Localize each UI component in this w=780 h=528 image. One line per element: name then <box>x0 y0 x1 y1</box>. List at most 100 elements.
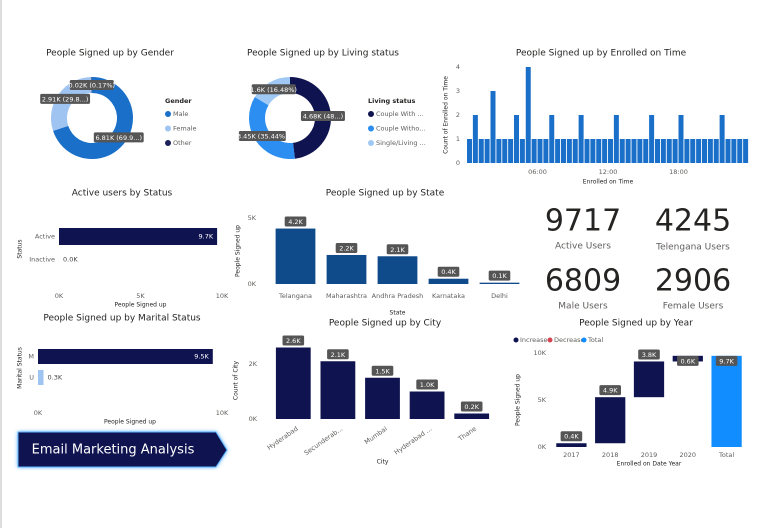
bar <box>275 228 316 284</box>
bar <box>479 282 520 284</box>
data-label: 0.4K <box>564 433 579 441</box>
data-label-box <box>300 111 345 122</box>
bar <box>59 228 218 245</box>
chart-title: People Signed up by City <box>329 319 442 329</box>
x-tick-label: 2017 <box>563 451 580 459</box>
x-tick-label: 10K <box>216 409 229 417</box>
legend-title: Gender <box>165 97 192 105</box>
bar <box>625 139 631 163</box>
data-label: 3.8K <box>642 351 657 359</box>
data-label-box <box>327 349 349 360</box>
bar <box>649 115 655 163</box>
bar <box>543 139 549 163</box>
kpi-value: 9717 <box>545 204 621 239</box>
data-label-box <box>238 130 286 141</box>
data-label: 2.91K (29.8...) <box>42 95 89 103</box>
x-tick-label: Secunderab... <box>303 425 344 457</box>
bar <box>678 115 684 163</box>
data-label-box <box>677 355 699 366</box>
chart-title: People Signed up by Living status <box>247 49 399 59</box>
donut-slice <box>249 97 295 160</box>
data-label-box <box>460 401 483 412</box>
bar <box>519 139 525 163</box>
bar <box>525 67 531 163</box>
kpi-label: Female Users <box>663 302 724 312</box>
bar <box>672 139 678 163</box>
data-label: 2.1K <box>390 246 405 254</box>
x-tick-label: 12:00 <box>599 168 618 176</box>
bar <box>572 139 578 163</box>
data-label: 0.1K <box>492 272 507 280</box>
legend-label: Increase <box>520 336 548 344</box>
data-label-box <box>599 385 621 396</box>
bar <box>472 115 478 163</box>
x-tick-label: Karnataka <box>432 292 465 300</box>
y-tick-label: 0K <box>249 415 258 423</box>
data-label: 2.2K <box>339 244 354 252</box>
x-tick-label: Total <box>718 451 734 459</box>
legend-label: Female <box>173 125 197 133</box>
chart-title: Active users by Status <box>72 189 173 199</box>
y-axis-title: People Signed up <box>515 374 522 426</box>
legend-label: Total <box>587 336 603 344</box>
bar <box>737 139 743 163</box>
bar <box>684 139 690 163</box>
legend-marker <box>581 337 587 343</box>
bar <box>713 139 719 163</box>
y-tick-label: Active <box>35 233 55 241</box>
bar <box>637 139 643 163</box>
y-tick-label: 1 <box>456 135 460 143</box>
bar <box>666 139 672 163</box>
y-axis-title: Count of Enrolled on Time <box>443 76 450 154</box>
legend-marker <box>165 140 171 146</box>
bar <box>38 349 213 364</box>
legend-marker <box>368 125 374 132</box>
bar <box>655 139 660 163</box>
banner <box>17 431 228 468</box>
bar <box>584 139 590 163</box>
data-label-box <box>284 216 307 227</box>
kpi-label: Telengana Users <box>655 243 730 253</box>
data-label-box <box>638 349 660 360</box>
data-label-box <box>93 132 144 143</box>
x-tick-label: Hyderabad <box>266 425 300 452</box>
bar <box>566 139 572 163</box>
y-tick-label: 2K <box>249 360 258 368</box>
data-label: 4.68K (48...) <box>303 113 343 121</box>
legend-label: Male <box>173 110 188 118</box>
chart-title: People Signed up by State <box>326 189 445 199</box>
donut-slice <box>51 77 92 131</box>
data-label: 0.02K (0.17%) <box>69 82 116 90</box>
x-tick-label: 18:00 <box>669 168 688 176</box>
x-axis-title: People Signed up <box>115 302 167 309</box>
bar <box>731 139 737 163</box>
bar <box>484 139 490 163</box>
bar <box>602 139 608 163</box>
bar <box>549 115 555 163</box>
donut-slice <box>290 76 332 159</box>
x-tick-label: 0K <box>55 292 64 300</box>
bar <box>508 139 514 163</box>
data-label: 3.45K (35.44%) <box>237 132 288 140</box>
kpi-value: 2906 <box>655 264 731 299</box>
bar <box>743 139 749 163</box>
bar <box>696 139 702 163</box>
y-tick-label: 0 <box>456 159 460 167</box>
banner-text: Email Marketing Analysis <box>32 443 195 458</box>
legend-marker <box>368 140 374 146</box>
data-label: 0.2K <box>464 403 479 411</box>
x-axis-title: Enrolled on Time <box>583 179 634 186</box>
chart-title: People Signed up by Gender <box>46 49 174 59</box>
x-tick-label: Delhi <box>491 292 508 300</box>
legend-marker <box>165 111 171 117</box>
bar <box>531 139 537 163</box>
bar <box>619 139 625 163</box>
x-tick-label: Thane <box>456 425 478 444</box>
bar <box>326 254 367 284</box>
data-label-box <box>715 355 738 366</box>
data-label: 0.6K <box>680 357 695 365</box>
legend-label: Single/Living ... <box>376 139 426 147</box>
x-tick-label: Mumbai <box>363 425 389 447</box>
bar <box>38 370 44 385</box>
y-tick-label: Inactive <box>29 256 55 264</box>
